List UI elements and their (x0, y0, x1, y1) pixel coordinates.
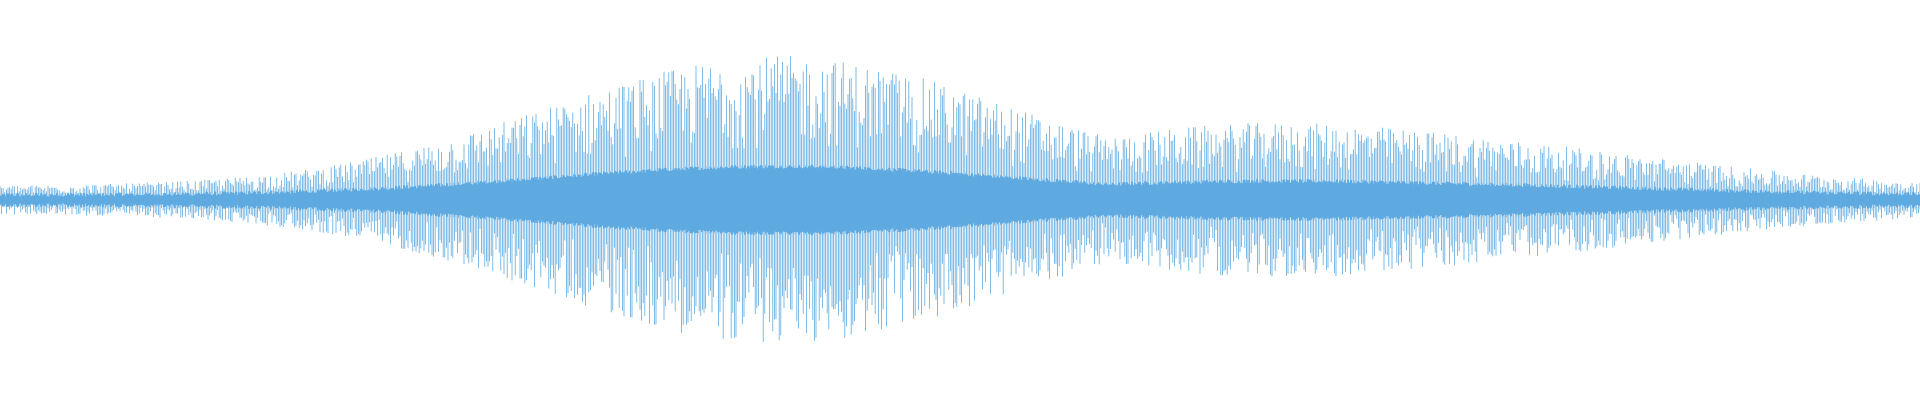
waveform-peaks (0, 56, 1920, 342)
